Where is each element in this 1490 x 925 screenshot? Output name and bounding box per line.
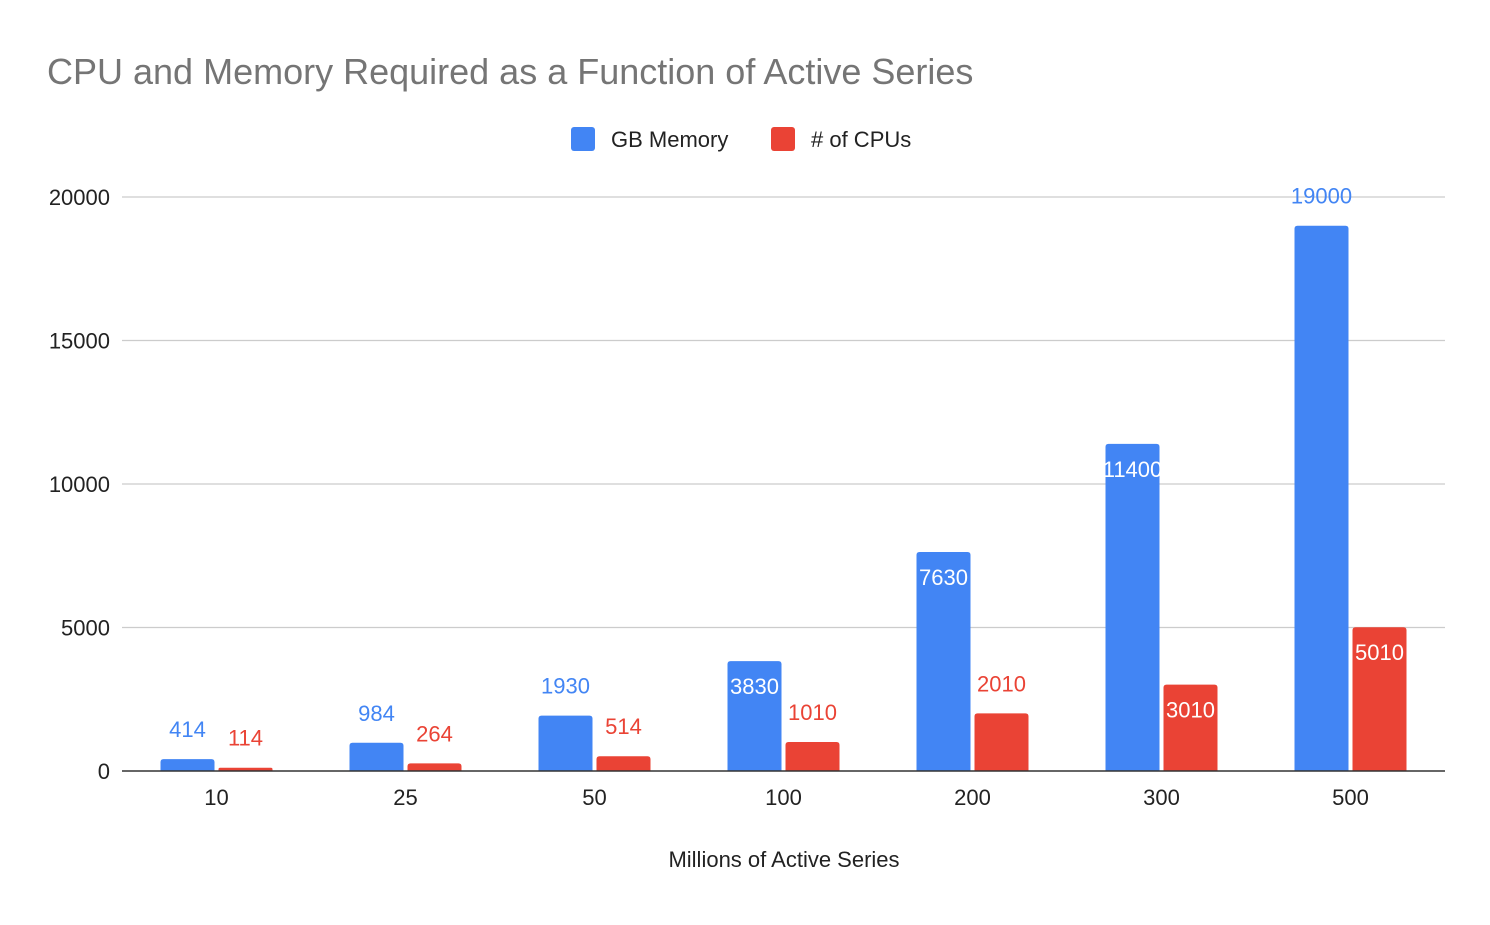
bar-gb-memory-10 — [160, 759, 215, 771]
gridlines — [122, 196, 1445, 629]
data-label-gb-memory-25: 984 — [358, 701, 395, 726]
bar-of-cpus-25 — [407, 763, 462, 771]
bar-of-cpus-100 — [785, 742, 840, 771]
bar-gb-memory-25 — [349, 742, 404, 771]
x-tick-label: 200 — [954, 785, 991, 810]
bar-gb-memory-200 — [916, 552, 971, 771]
legend-swatch-of-cpus — [771, 127, 795, 151]
data-label-of-cpus-300: 3010 — [1166, 698, 1215, 723]
x-tick-label: 300 — [1143, 785, 1180, 810]
bars — [160, 225, 1407, 771]
data-label-gb-memory-300: 11400 — [1103, 457, 1163, 482]
data-label-of-cpus-500: 5010 — [1355, 640, 1404, 665]
data-label-of-cpus-10: 114 — [228, 726, 263, 751]
x-tick-label: 500 — [1332, 785, 1369, 810]
data-label-gb-memory-10: 414 — [169, 717, 206, 742]
y-tick-label: 0 — [98, 759, 110, 784]
x-tick-label: 10 — [204, 785, 228, 810]
data-label-gb-memory-50: 1930 — [541, 674, 590, 699]
y-tick-label: 10000 — [49, 472, 110, 497]
data-labels: 414 114 984 264 1930 514 3830 1010 7630 2010 11400… — [169, 184, 1404, 751]
y-tick-label: 15000 — [49, 329, 110, 354]
data-label-gb-memory-100: 3830 — [730, 674, 779, 699]
legend-swatch-gb-memory — [571, 127, 595, 151]
data-label-gb-memory-200: 7630 — [919, 565, 968, 590]
legend-label-gb-memory: GB Memory — [611, 127, 728, 152]
bar-of-cpus-300 — [1163, 684, 1218, 771]
data-label-of-cpus-100: 1010 — [788, 700, 837, 725]
bar-gb-memory-50 — [538, 715, 593, 771]
chart-title: CPU and Memory Required as a Function of… — [47, 51, 973, 92]
x-axis-ticks: 10 25 50 100 200 300 500 — [204, 785, 1369, 810]
x-tick-label: 25 — [393, 785, 417, 810]
x-tick-label: 50 — [582, 785, 606, 810]
bar-of-cpus-10 — [218, 767, 273, 771]
y-tick-label: 20000 — [49, 185, 110, 210]
data-label-of-cpus-25: 264 — [416, 721, 453, 746]
y-axis-ticks: 0 5000 10000 15000 20000 — [49, 185, 110, 784]
legend-label-of-cpus: # of CPUs — [811, 127, 911, 152]
y-tick-label: 5000 — [61, 616, 110, 641]
data-label-of-cpus-200: 2010 — [977, 671, 1026, 696]
bar-of-cpus-50 — [596, 756, 651, 771]
bar-of-cpus-200 — [974, 713, 1029, 771]
bar-gb-memory-300 — [1105, 443, 1160, 771]
bar-gb-memory-500 — [1294, 225, 1349, 771]
legend: GB Memory # of CPUs — [571, 127, 911, 152]
bar-gb-memory-100 — [727, 661, 782, 771]
x-tick-label: 100 — [765, 785, 802, 810]
x-axis-label: Millions of Active Series — [668, 847, 899, 872]
bar-of-cpus-500 — [1352, 627, 1407, 771]
data-label-of-cpus-50: 514 — [605, 714, 642, 739]
data-label-gb-memory-500: 19000 — [1291, 184, 1352, 209]
